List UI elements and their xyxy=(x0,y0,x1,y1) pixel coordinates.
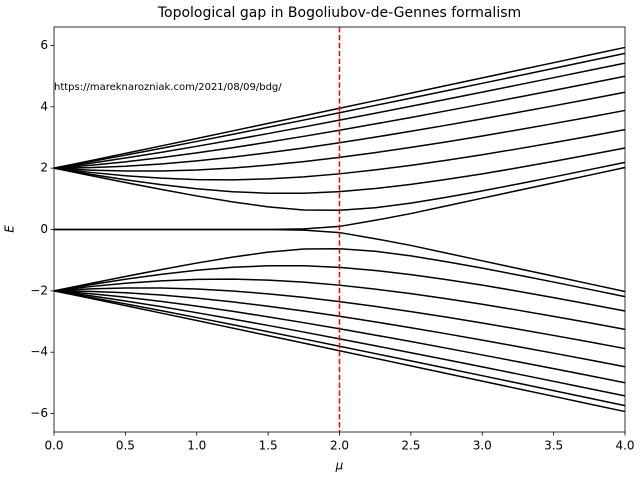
y-tick-label: −2 xyxy=(30,283,48,297)
series-line xyxy=(53,62,626,169)
x-axis-label: μ xyxy=(335,459,344,473)
x-tick-label: 2.0 xyxy=(330,439,349,453)
series-line xyxy=(53,290,626,413)
x-tick-label: 0.0 xyxy=(44,439,63,453)
series-line xyxy=(53,287,626,350)
x-tick-label: 3.5 xyxy=(544,439,563,453)
x-tick-label: 3.0 xyxy=(473,439,492,453)
y-tick-label: 0 xyxy=(40,222,48,236)
series-line xyxy=(53,147,626,194)
annotation: https://mareknarozniak.com/2021/08/09/bd… xyxy=(54,82,282,93)
y-axis-label: E xyxy=(3,225,17,233)
series-line xyxy=(53,52,626,169)
y-tick-label: −4 xyxy=(30,345,48,359)
x-tick-label: 0.5 xyxy=(116,439,135,453)
chart-title: Topological gap in Bogoliubov-de-Gennes … xyxy=(157,5,521,21)
y-tick-label: 2 xyxy=(40,161,48,175)
y-tick-label: 6 xyxy=(40,38,48,52)
x-tick-label: 1.5 xyxy=(259,439,278,453)
x-tick-label: 4.0 xyxy=(615,439,634,453)
x-tick-label: 1.0 xyxy=(187,439,206,453)
y-tick-label: −6 xyxy=(30,406,48,420)
y-tick-label: 4 xyxy=(40,99,48,113)
x-tick-label: 2.5 xyxy=(401,439,420,453)
plot-frame xyxy=(53,26,626,433)
